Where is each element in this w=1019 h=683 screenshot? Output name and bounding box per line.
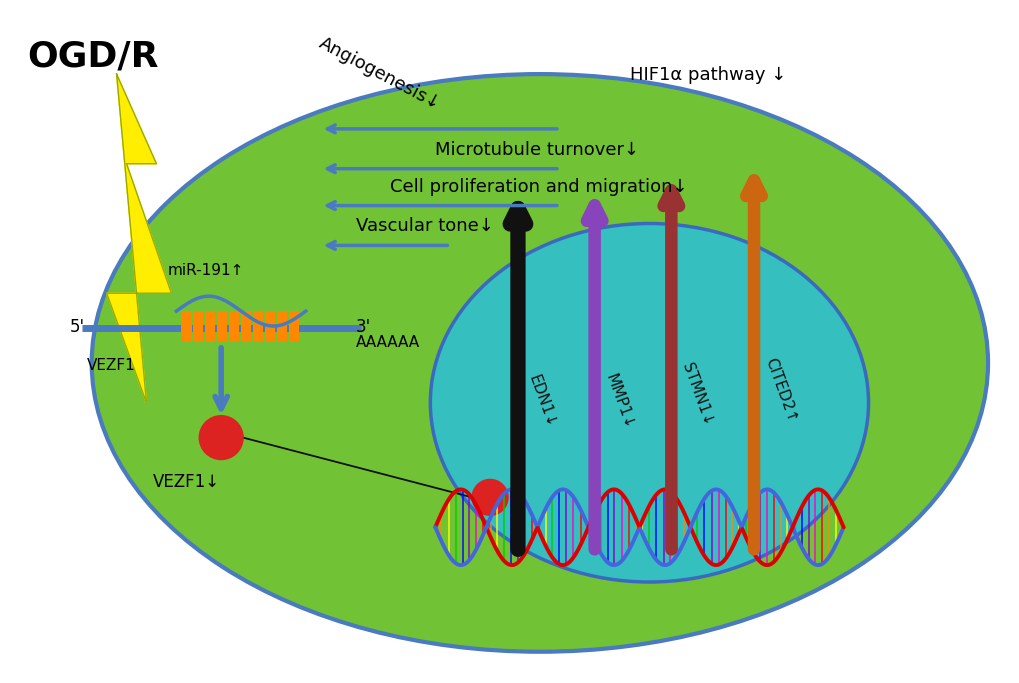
Bar	[194, 311, 203, 341]
Text: miR-191↑: miR-191↑	[168, 263, 245, 278]
Bar	[181, 311, 192, 341]
Ellipse shape	[430, 223, 868, 582]
Circle shape	[199, 416, 243, 460]
Text: Angiogenesis↓: Angiogenesis↓	[316, 35, 443, 114]
Bar	[229, 311, 239, 341]
Circle shape	[472, 479, 507, 515]
Bar	[205, 311, 215, 341]
Text: AAAAAA: AAAAAA	[356, 335, 420, 350]
Text: 3': 3'	[356, 318, 371, 336]
Bar	[265, 311, 275, 341]
Text: OGD/R: OGD/R	[26, 39, 158, 73]
Bar	[240, 311, 251, 341]
Text: EDN1↓: EDN1↓	[526, 373, 558, 430]
Text: CITED2↑: CITED2↑	[761, 356, 799, 425]
Polygon shape	[107, 74, 171, 403]
Ellipse shape	[92, 74, 987, 652]
Text: HIF1α pathway ↓: HIF1α pathway ↓	[629, 66, 785, 84]
Bar	[288, 311, 299, 341]
Text: Microtubule turnover↓: Microtubule turnover↓	[435, 141, 639, 158]
Bar	[253, 311, 263, 341]
Text: VEZF1↓: VEZF1↓	[153, 473, 220, 490]
Text: STMN1↓: STMN1↓	[679, 361, 715, 428]
Text: MMP1↓: MMP1↓	[602, 372, 636, 431]
Text: Cell proliferation and migration↓: Cell proliferation and migration↓	[390, 178, 688, 195]
Text: 5': 5'	[69, 318, 85, 336]
Bar	[217, 311, 227, 341]
Bar	[277, 311, 286, 341]
Text: Vascular tone↓: Vascular tone↓	[356, 217, 493, 236]
Text: VEZF1: VEZF1	[87, 358, 136, 373]
